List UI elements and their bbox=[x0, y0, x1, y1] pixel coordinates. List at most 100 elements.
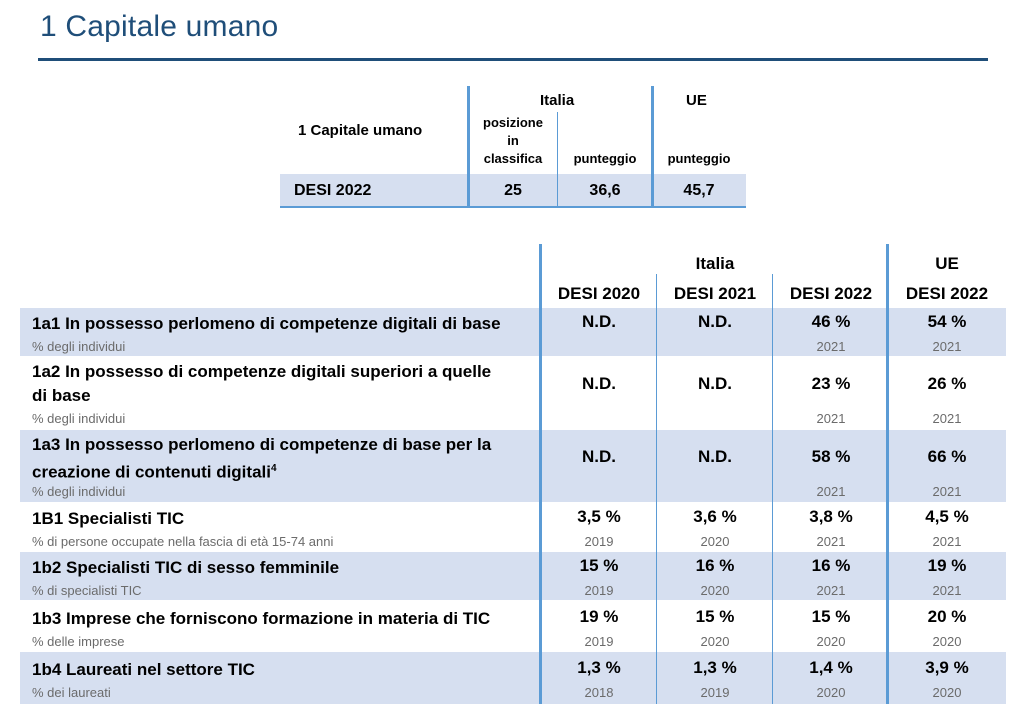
column-header: DESI 2022 bbox=[789, 284, 873, 303]
column-divider bbox=[886, 244, 889, 704]
indicator-title: 1a2 In possesso di competenze digitali s… bbox=[32, 360, 532, 408]
year-cell: 2021 bbox=[932, 583, 962, 598]
summary-row-label: DESI 2022 bbox=[294, 182, 372, 199]
summary-label: 1 Capitale umano bbox=[298, 122, 423, 139]
column-header: DESI 2020 bbox=[557, 284, 641, 303]
column-header: DESI 2022 bbox=[905, 284, 989, 303]
year-cell: 2021 bbox=[816, 534, 846, 549]
value-cell: 15 % bbox=[695, 607, 735, 626]
footnote-marker: 4 bbox=[270, 463, 277, 474]
rank-header: posizione in classifica bbox=[470, 114, 556, 168]
value-cell: N.D. bbox=[582, 312, 616, 331]
rank-header-line: in bbox=[507, 133, 519, 148]
year-cell: 2020 bbox=[932, 685, 962, 700]
value-cell: 15 % bbox=[579, 556, 619, 575]
year-cell: 2021 bbox=[816, 484, 846, 499]
value-cell: 54 % bbox=[927, 312, 967, 331]
indicator-title: 1b2 Specialisti TIC di sesso femminile bbox=[32, 558, 340, 577]
value-cell: 1,3 % bbox=[693, 658, 737, 677]
value-cell: 46 % bbox=[811, 312, 851, 331]
year-cell: 2020 bbox=[700, 583, 730, 598]
indicator-title: 1B1 Specialisti TIC bbox=[32, 509, 185, 528]
summary-divider bbox=[651, 86, 654, 208]
year-cell: 2021 bbox=[816, 339, 846, 354]
value-cell: 1,4 % bbox=[809, 658, 853, 677]
value-cell: 66 % bbox=[927, 447, 967, 466]
indicator-title: 1a3 In possesso perlomeno di competenze … bbox=[32, 433, 532, 485]
value-cell: 1,3 % bbox=[577, 658, 621, 677]
indicator-unit: % degli individui bbox=[32, 484, 126, 499]
year-cell: 2019 bbox=[584, 634, 614, 649]
year-cell: 2021 bbox=[932, 534, 962, 549]
table-row: 1b4 Laureati nel settore TIC % dei laure… bbox=[20, 652, 1006, 704]
table-row: 1a1 In possesso perlomeno di competenze … bbox=[20, 308, 1006, 356]
value-cell: N.D. bbox=[698, 447, 732, 466]
summary-bottom-border bbox=[280, 206, 746, 208]
year-cell: 2021 bbox=[816, 411, 846, 426]
value-cell: 19 % bbox=[927, 556, 967, 575]
table-row: 1B1 Specialisti TIC % di persone occupat… bbox=[20, 503, 1006, 551]
summary-divider-thin bbox=[557, 112, 558, 208]
value-cell: 3,9 % bbox=[925, 658, 969, 677]
indicator-unit: % degli individui bbox=[32, 411, 126, 426]
value-cell: 3,5 % bbox=[577, 507, 621, 526]
table-row: 1b3 Imprese che forniscono formazione in… bbox=[20, 601, 1006, 651]
ue-header: UE bbox=[935, 254, 959, 273]
year-cell: 2021 bbox=[932, 484, 962, 499]
column-divider-thin bbox=[772, 274, 773, 704]
value-cell: 23 % bbox=[811, 374, 851, 393]
summary-ue-score: 45,7 bbox=[683, 182, 715, 199]
summary-score: 36,6 bbox=[589, 182, 621, 199]
value-cell: N.D. bbox=[582, 374, 616, 393]
column-divider bbox=[539, 244, 542, 704]
italia-header: Italia bbox=[695, 254, 735, 273]
year-cell: 2020 bbox=[700, 634, 730, 649]
year-cell: 2021 bbox=[816, 583, 846, 598]
indicator-unit: % delle imprese bbox=[32, 634, 125, 649]
year-cell: 2018 bbox=[584, 685, 614, 700]
column-header: DESI 2021 bbox=[673, 284, 757, 303]
value-cell: 26 % bbox=[927, 374, 967, 393]
value-cell: 19 % bbox=[579, 607, 619, 626]
indicator-title: 1b3 Imprese che forniscono formazione in… bbox=[32, 609, 491, 628]
year-cell: 2021 bbox=[932, 411, 962, 426]
summary-row-background bbox=[280, 174, 746, 206]
score-header: punteggio bbox=[573, 151, 637, 166]
value-cell: N.D. bbox=[582, 447, 616, 466]
table-row: 1b2 Specialisti TIC di sesso femminile %… bbox=[20, 552, 1006, 600]
value-cell: N.D. bbox=[698, 312, 732, 331]
value-cell: 4,5 % bbox=[925, 507, 969, 526]
summary-rank: 25 bbox=[504, 182, 522, 199]
value-cell: 15 % bbox=[811, 607, 851, 626]
year-cell: 2020 bbox=[700, 534, 730, 549]
indicator-title: 1b4 Laureati nel settore TIC bbox=[32, 660, 255, 679]
indicator-unit: % degli individui bbox=[32, 339, 126, 354]
year-cell: 2020 bbox=[932, 634, 962, 649]
indicator-title-text: creazione di contenuti digitali bbox=[32, 462, 271, 482]
value-cell: 20 % bbox=[927, 607, 967, 626]
value-cell: N.D. bbox=[698, 374, 732, 393]
value-cell: 16 % bbox=[811, 556, 851, 575]
year-cell: 2020 bbox=[816, 634, 846, 649]
summary-ue-header: UE bbox=[686, 92, 707, 109]
indicator-title-line: 1a3 In possesso perlomeno di competenze … bbox=[32, 435, 492, 454]
year-cell: 2020 bbox=[816, 685, 846, 700]
table-row: 1a3 In possesso perlomeno di competenze … bbox=[20, 430, 1006, 502]
rank-header-line: posizione bbox=[483, 115, 543, 130]
indicator-unit: % dei laureati bbox=[32, 685, 111, 700]
value-cell: 3,6 % bbox=[693, 507, 737, 526]
indicator-title-line: 1a2 In possesso di competenze digitali s… bbox=[32, 362, 492, 381]
indicator-unit: % di specialisti TIC bbox=[32, 583, 142, 598]
column-divider-thin bbox=[656, 274, 657, 704]
year-cell: 2019 bbox=[584, 583, 614, 598]
title-rule bbox=[38, 58, 988, 61]
indicators-table: Italia UE DESI 2020 DESI 2021 DESI 2022 … bbox=[20, 244, 1006, 714]
ue-score-header: punteggio bbox=[667, 151, 731, 166]
summary-table: Italia UE 1 Capitale umano posizione in … bbox=[280, 86, 746, 208]
value-cell: 58 % bbox=[811, 447, 851, 466]
summary-divider bbox=[467, 86, 470, 208]
value-cell: 16 % bbox=[695, 556, 735, 575]
summary-italia-header: Italia bbox=[540, 92, 575, 109]
year-cell: 2019 bbox=[584, 534, 614, 549]
indicator-title-line: di base bbox=[32, 386, 91, 405]
